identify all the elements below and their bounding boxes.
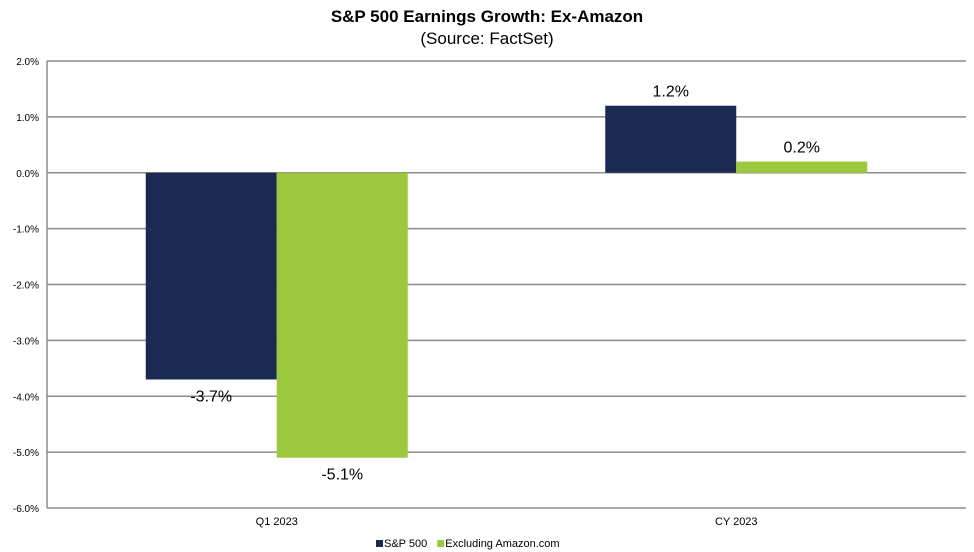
y-tick-label: 2.0%	[16, 57, 39, 68]
y-tick-label: -6.0%	[13, 504, 39, 515]
legend-label: Excluding Amazon.com	[445, 538, 559, 550]
data-label: 0.2%	[784, 140, 820, 157]
bar	[736, 161, 868, 173]
x-tick-label: Q1 2023	[256, 516, 298, 528]
data-labels: -3.7% -5.1% 1.2% 0.2%	[190, 84, 820, 484]
legend-swatch	[437, 540, 445, 547]
y-tick-label: -5.0%	[13, 448, 39, 459]
chart-subtitle: (Source: FactSet)	[420, 29, 553, 48]
y-tick-label: 1.0%	[16, 113, 39, 124]
x-tick-label: CY 2023	[715, 516, 758, 528]
data-label: -3.7%	[190, 388, 232, 405]
data-label: -5.1%	[321, 467, 363, 484]
bar	[276, 172, 408, 458]
axes: 2.0% 1.0% 0.0% -1.0% -2.0% -3.0% -4.0% -5.0% -6.…	[13, 57, 758, 528]
y-tick-label: -2.0%	[13, 281, 39, 292]
y-tick-label: 0.0%	[16, 169, 39, 180]
y-tick-label: -4.0%	[13, 392, 39, 403]
chart-title: S&P 500 Earnings Growth: Ex-Amazon	[331, 7, 643, 26]
data-label: 1.2%	[653, 84, 689, 101]
bar	[605, 105, 737, 173]
y-tick-label: -3.0%	[13, 336, 39, 347]
legend-label: S&P 500	[384, 538, 427, 550]
bar	[145, 172, 277, 380]
y-tick-label: -1.0%	[13, 225, 39, 236]
legend: S&P 500 Excluding Amazon.com	[376, 538, 560, 550]
bars	[145, 105, 868, 458]
legend-swatch	[376, 540, 383, 547]
